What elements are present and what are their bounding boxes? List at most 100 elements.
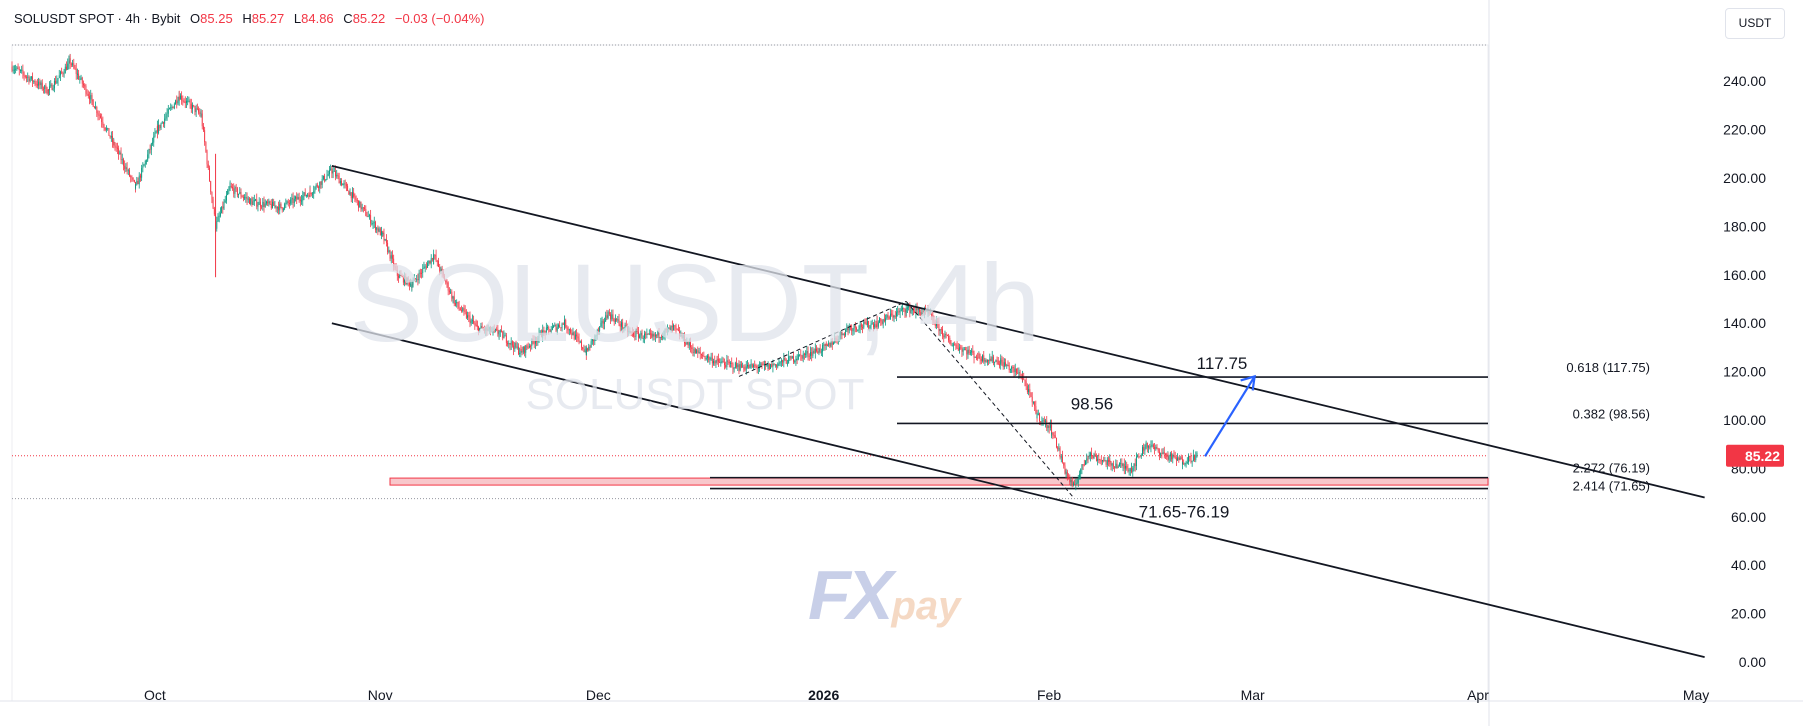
candle-body	[463, 308, 465, 311]
candle-body	[687, 341, 689, 346]
candle-body	[1117, 466, 1119, 468]
candle-body	[696, 350, 698, 354]
candle-body	[366, 215, 368, 217]
candle-body	[542, 330, 544, 337]
candle-body	[862, 327, 864, 329]
candle-body	[35, 83, 37, 85]
candle-body	[464, 310, 466, 313]
candle-body	[139, 175, 141, 178]
candle-body	[806, 351, 808, 354]
candle-body	[135, 184, 137, 189]
candle-body	[554, 325, 556, 327]
candle-body	[285, 202, 287, 205]
price-axis[interactable]: 0.0020.0040.0060.0080.00100.00120.00140.…	[1723, 73, 1784, 670]
candle-body	[950, 343, 952, 346]
candle-body	[1047, 425, 1049, 429]
candle-body	[182, 100, 184, 102]
candle-body	[1169, 453, 1171, 457]
candle-body	[1115, 463, 1117, 469]
candle-body	[153, 136, 155, 143]
candle-body	[1059, 448, 1061, 458]
candle-body	[60, 71, 61, 76]
candle-body	[1112, 463, 1114, 467]
candle-body	[1116, 463, 1118, 468]
candle-body	[1086, 458, 1088, 461]
candle-body	[530, 345, 532, 347]
candle-body	[869, 326, 871, 328]
candle-body	[790, 356, 792, 359]
symbol-title[interactable]: SOLUSDT SPOT · 4h · Bybit	[14, 11, 181, 26]
candle-body	[1195, 455, 1197, 461]
candle-body	[61, 71, 63, 73]
candle-body	[1039, 413, 1040, 422]
candle-body	[880, 318, 882, 322]
candle-body	[1002, 361, 1004, 367]
candle-body	[1172, 455, 1174, 460]
candle-body	[904, 308, 906, 313]
candle-body	[287, 201, 289, 204]
candle-body	[316, 184, 318, 187]
candle-body	[850, 327, 851, 329]
candle-body	[710, 357, 712, 359]
candle-body	[1140, 455, 1142, 457]
candle-body	[556, 327, 558, 331]
candle-body	[112, 135, 113, 143]
candle-body	[986, 359, 988, 363]
candle-body	[820, 351, 822, 353]
candle-body	[1072, 484, 1074, 486]
candle-body	[21, 69, 23, 71]
currency-button[interactable]: USDT	[1725, 8, 1785, 39]
candle-body	[731, 362, 733, 364]
candle-body	[621, 322, 622, 327]
candle-body	[429, 260, 431, 264]
candle-body	[279, 203, 281, 211]
candle-body	[780, 360, 782, 362]
candle-body	[808, 355, 810, 357]
candle-body	[1085, 460, 1086, 465]
candle-body	[81, 77, 83, 84]
candle-body	[74, 67, 76, 69]
candle-body	[824, 344, 826, 346]
candle-body	[1040, 421, 1042, 423]
candle-body	[428, 260, 430, 264]
candle-body	[1008, 365, 1010, 370]
candle-body	[622, 322, 624, 329]
symbol-legend[interactable]: SOLUSDT SPOT · 4h · Bybit O85.25 H85.27 …	[14, 11, 484, 26]
candle-body	[490, 327, 492, 332]
candle-body	[693, 352, 695, 354]
candle-body	[1083, 464, 1085, 466]
candle-body	[90, 95, 92, 100]
candle-body	[860, 324, 862, 328]
candle-body	[807, 351, 809, 356]
candle-body	[711, 357, 713, 364]
candle-body	[431, 258, 433, 260]
candle-body	[349, 192, 351, 195]
time-axis[interactable]: Oct Nov Dec 2026 Feb Mar Apr May	[144, 687, 1709, 703]
time-tick-label: Oct	[144, 687, 166, 703]
candle-body	[1133, 463, 1135, 468]
candle-body	[928, 311, 930, 314]
candle-body	[631, 331, 633, 333]
candle-body	[642, 338, 644, 340]
candle-body	[422, 268, 424, 273]
candle-body	[1155, 446, 1157, 450]
candle-body	[898, 311, 900, 313]
candle-body	[52, 88, 54, 90]
candle-body	[913, 309, 914, 312]
candle-body	[488, 327, 490, 330]
candle-body	[565, 319, 567, 328]
candle-body	[931, 313, 933, 316]
candle-body	[863, 321, 865, 328]
candle-body	[856, 327, 857, 330]
candle-body	[1079, 474, 1080, 479]
candle-body	[1180, 457, 1182, 460]
candle-body	[440, 268, 442, 271]
candle-body	[925, 309, 927, 312]
candle-body	[978, 353, 980, 358]
candle-body	[903, 307, 905, 309]
candle-body	[627, 326, 628, 333]
candle-body	[11, 66, 13, 71]
candle-body	[892, 314, 894, 318]
candle-body	[1100, 460, 1102, 462]
